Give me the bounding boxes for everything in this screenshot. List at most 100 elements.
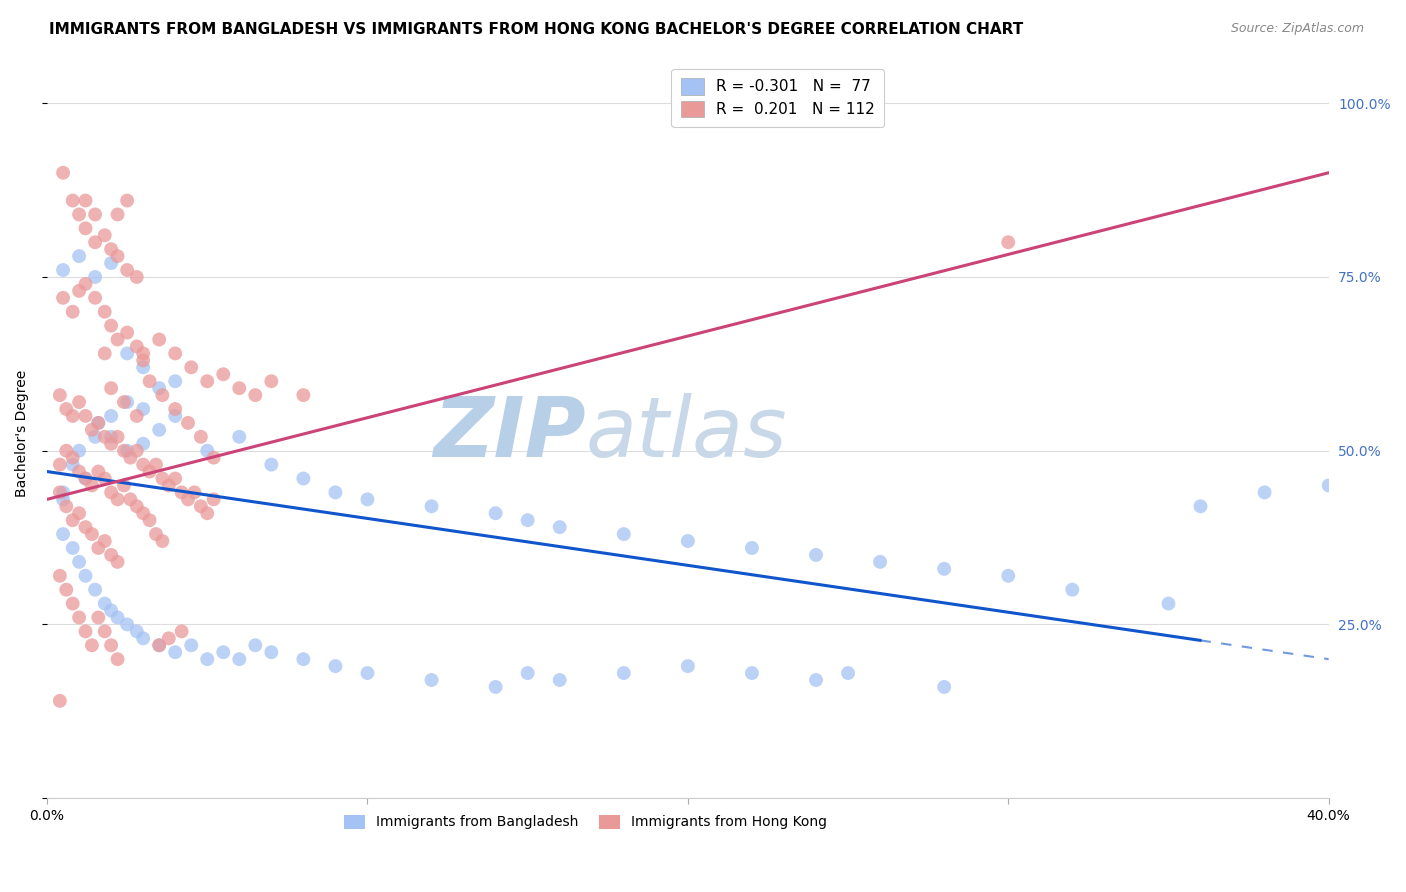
Point [107,492,129,507]
Point [1157,597,1180,611]
Point [132,436,155,450]
Text: Source: ZipAtlas.com: Source: ZipAtlas.com [1230,22,1364,36]
Point [195,443,218,458]
Point [75,221,97,235]
Point [115,194,138,208]
Point [183,485,205,500]
Point [138,513,160,527]
Point [152,388,174,402]
Point [741,541,763,555]
Point [132,360,155,375]
Point [67,506,90,520]
Point [100,485,122,500]
Point [1062,582,1084,597]
Point [84,582,107,597]
Point [75,520,97,534]
Point [52,291,75,305]
Point [67,395,90,409]
Point [115,263,138,277]
Point [934,562,956,576]
Point [125,624,148,639]
Point [613,527,636,541]
Point [148,381,170,395]
Point [49,458,72,472]
Point [75,471,97,485]
Point [62,409,84,423]
Point [55,443,77,458]
Point [125,443,148,458]
Point [100,318,122,333]
Point [100,256,122,270]
Point [75,568,97,582]
Point [112,443,135,458]
Point [420,673,443,687]
Point [356,666,378,681]
Point [67,465,90,479]
Point [52,485,75,500]
Point [112,395,135,409]
Point [195,506,218,520]
Point [132,632,155,646]
Point [115,443,138,458]
Point [49,388,72,402]
Point [148,638,170,652]
Point [165,346,187,360]
Point [132,353,155,368]
Point [997,568,1019,582]
Point [177,492,200,507]
Point [67,443,90,458]
Point [132,458,155,472]
Point [93,471,115,485]
Point [260,374,283,388]
Point [87,541,110,555]
Point [613,666,636,681]
Point [195,374,218,388]
Point [180,638,202,652]
Point [202,492,225,507]
Point [84,291,107,305]
Point [67,207,90,221]
Point [325,659,347,673]
Point [997,235,1019,250]
Point [356,492,378,507]
Point [180,360,202,375]
Point [165,409,187,423]
Point [245,388,267,402]
Point [165,471,187,485]
Point [100,638,122,652]
Y-axis label: Bachelor's Degree: Bachelor's Degree [15,369,30,497]
Point [80,527,103,541]
Point [100,548,122,562]
Point [100,381,122,395]
Point [190,430,212,444]
Point [55,500,77,514]
Point [80,638,103,652]
Point [228,430,250,444]
Point [292,388,315,402]
Point [934,680,956,694]
Point [115,346,138,360]
Point [84,270,107,285]
Point [100,242,122,256]
Point [292,652,315,666]
Point [195,652,218,666]
Point [157,632,180,646]
Point [100,603,122,617]
Point [93,597,115,611]
Point [80,478,103,492]
Point [107,249,129,263]
Point [260,458,283,472]
Point [120,492,142,507]
Point [75,471,97,485]
Point [1253,485,1275,500]
Point [138,465,160,479]
Point [107,333,129,347]
Point [55,402,77,417]
Point [170,485,193,500]
Point [87,465,110,479]
Point [676,534,699,549]
Point [93,534,115,549]
Text: IMMIGRANTS FROM BANGLADESH VS IMMIGRANTS FROM HONG KONG BACHELOR'S DEGREE CORREL: IMMIGRANTS FROM BANGLADESH VS IMMIGRANTS… [49,22,1024,37]
Point [132,402,155,417]
Point [125,339,148,353]
